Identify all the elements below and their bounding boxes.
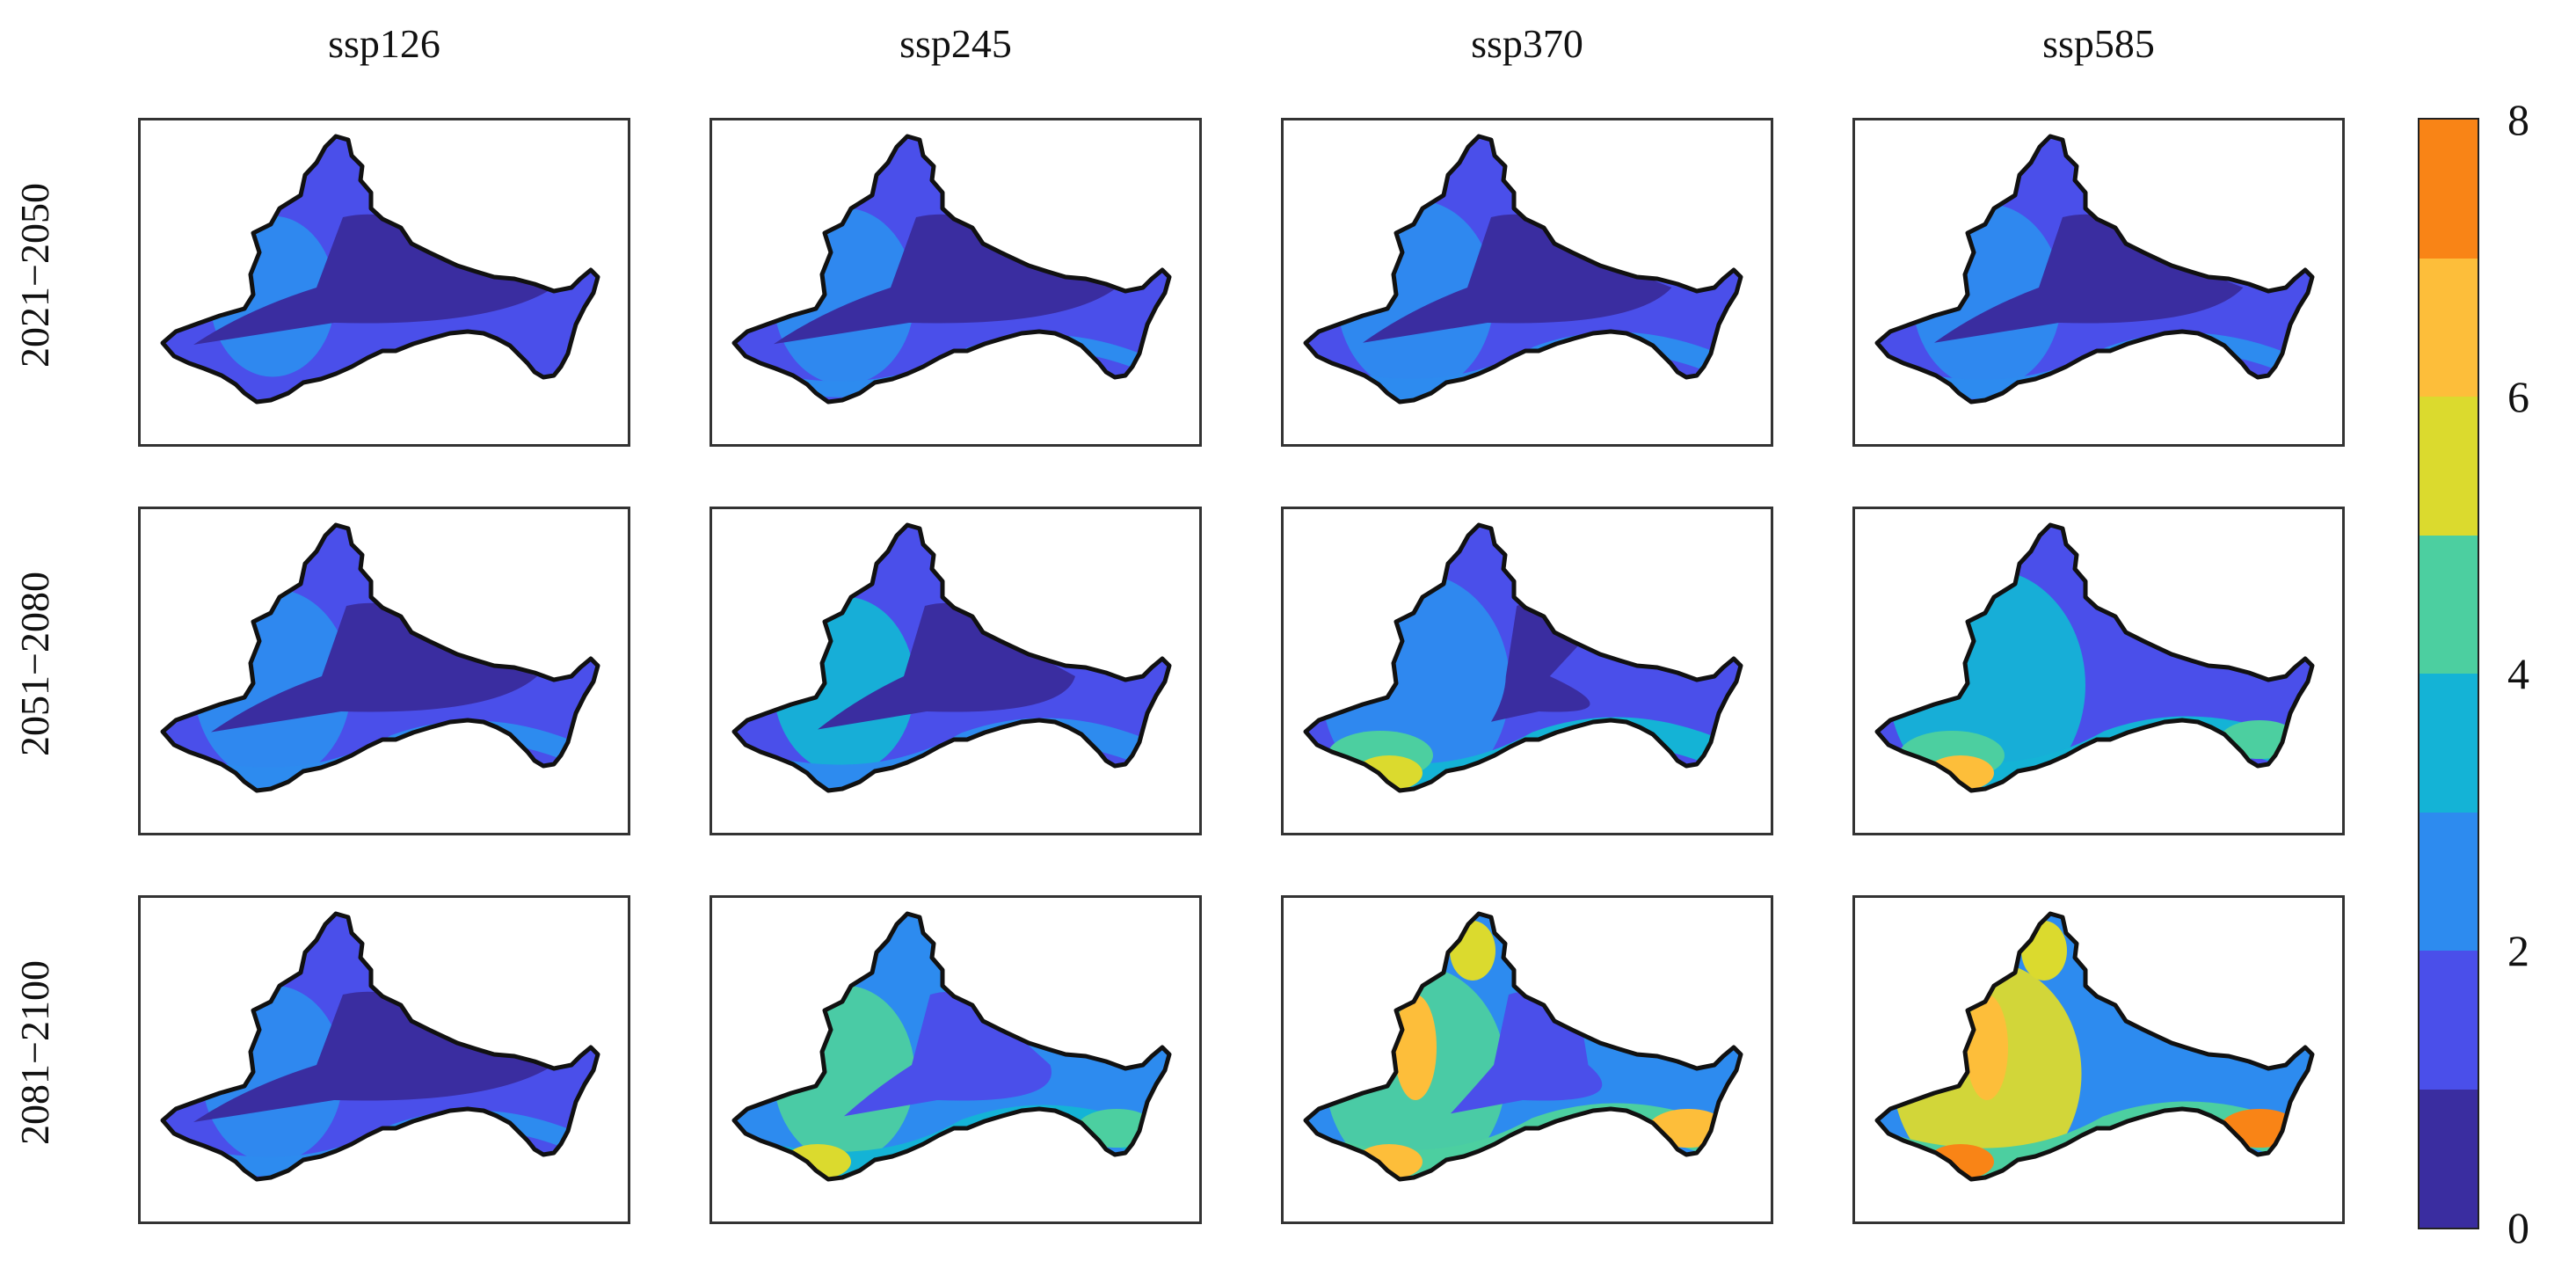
map-panel-ssp245-2051-2080 [709,507,1202,835]
map-panel-ssp126-2021-2050 [138,118,630,447]
map-panel-ssp126-2051-2080 [138,507,630,835]
column-title-ssp245: ssp245 [899,21,1012,66]
basin-outline [1874,522,2315,793]
basin-outline [160,522,600,793]
basin-fill-layers [734,914,1169,1179]
basin-fill-layers [1877,525,2312,791]
basin-map [731,911,1172,1182]
basin-outline [1303,911,1743,1182]
map-panel-ssp370-2021-2050 [1281,118,1773,447]
colorbar-tick-label: 4 [2507,649,2529,698]
colorbar-segment [2420,951,2478,1090]
colorbar-segment [2420,258,2478,397]
basin-outline [1874,134,2315,405]
basin-outline [1303,522,1743,793]
basin-fill-layers [163,914,598,1179]
basin-outline [1303,134,1743,405]
basin-fill-layers [734,136,1169,402]
basin-fill-layers [163,525,598,791]
colorbar-segment [2420,1089,2478,1228]
colorbar-tick-label: 6 [2507,372,2529,421]
colorbar-segment [2420,120,2478,259]
basin-map [731,522,1172,793]
map-panel-ssp585-2051-2080 [1852,507,2345,835]
map-panel-ssp585-2081-2100 [1852,895,2345,1224]
map-panel-ssp245-2081-2100 [709,895,1202,1224]
basin-map [160,134,600,405]
hotspot-north [1450,921,1495,981]
column-title-ssp126: ssp126 [328,21,440,66]
map-panel-ssp370-2081-2100 [1281,895,1773,1224]
hotspot-north [2021,921,2067,981]
basin-fill-layers [734,525,1169,791]
west-region [773,985,915,1163]
central-core-region [193,214,554,345]
basin-map [1874,911,2315,1182]
basin-map [731,134,1172,405]
basin-outline [160,911,600,1182]
central-core-region [193,991,554,1122]
column-title-ssp370: ssp370 [1471,21,1583,66]
row-title-2081-2100: 2081−2100 [12,960,57,1145]
base-level-region [1877,914,2312,1179]
central-core-region [211,602,537,733]
map-panel-ssp126-2081-2100 [138,895,630,1224]
central-core-region [774,214,1117,345]
colorbar [2418,118,2479,1229]
basin-outline [160,134,600,405]
basin-outline [1874,911,2315,1182]
basin-outline [731,911,1172,1182]
colorbar-segment [2420,674,2478,813]
map-panel-ssp585-2021-2050 [1852,118,2345,447]
colorbar-tick-label: 0 [2507,1203,2529,1252]
column-title-ssp585: ssp585 [2042,21,2155,66]
colorbar-segment [2420,535,2478,674]
basin-fill-layers [1877,914,2312,1179]
central-core-region [1934,214,2244,343]
basin-outline [731,522,1172,793]
colorbar-tick-label: 2 [2507,926,2529,975]
basin-fill-layers [1306,525,1741,791]
map-panel-ssp245-2021-2050 [709,118,1202,447]
row-title-2051-2080: 2051−2080 [12,572,57,756]
basin-map [1874,522,2315,793]
basin-fill-layers [163,136,598,402]
hotspot-northwest [1966,995,2008,1100]
basin-outline [731,134,1172,405]
basin-fill-layers [1877,136,2312,402]
basin-map [1303,522,1743,793]
row-title-2021-2050: 2021−2050 [12,183,57,368]
basin-map [160,522,600,793]
basin-map [1303,134,1743,405]
colorbar-segment [2420,397,2478,536]
basin-fill-layers [1306,136,1741,402]
basin-fill-layers [1306,914,1741,1179]
hotspot-northwest [1394,995,1437,1100]
map-panel-ssp370-2051-2080 [1281,507,1773,835]
colorbar-tick-label: 8 [2507,95,2529,144]
basin-map [1303,911,1743,1182]
basin-map [1874,134,2315,405]
colorbar-segment [2420,812,2478,951]
central-core-region [1363,214,1672,343]
base-level-region [1877,525,2312,791]
basin-map [160,911,600,1182]
central-core-region [818,602,1075,730]
